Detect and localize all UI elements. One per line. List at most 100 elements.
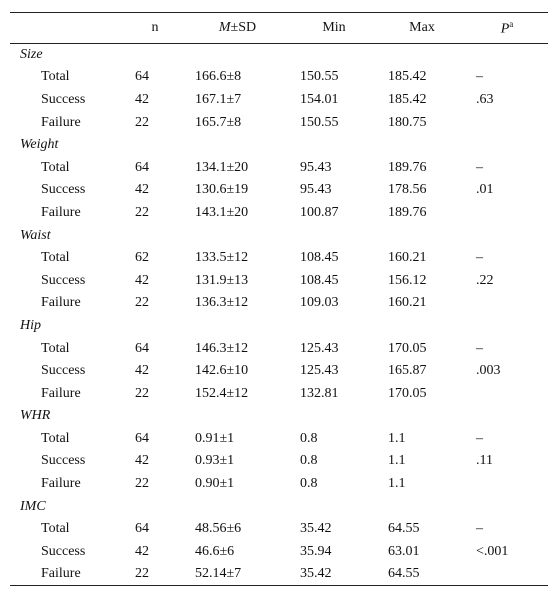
group-row: Size bbox=[10, 44, 548, 67]
cell: 95.43 bbox=[300, 182, 332, 198]
cell: 42 bbox=[135, 272, 149, 288]
cell: 108.45 bbox=[300, 250, 339, 266]
data-row: Total 64 0.91±1 0.8 1.1 – bbox=[10, 428, 548, 451]
data-row: Success 42 46.6±6 35.94 63.01 <.001 bbox=[10, 541, 548, 564]
group-row: Weight bbox=[10, 134, 548, 157]
row-label: Failure bbox=[41, 385, 81, 401]
cell: 35.42 bbox=[300, 566, 332, 582]
cell: .01 bbox=[476, 182, 494, 198]
cell: – bbox=[476, 69, 483, 85]
cell: 1.1 bbox=[388, 430, 406, 446]
cell: 64.55 bbox=[388, 521, 420, 537]
cell: .22 bbox=[476, 272, 494, 288]
cell: 64.55 bbox=[388, 566, 420, 582]
cell: 100.87 bbox=[300, 204, 339, 220]
cell: .63 bbox=[476, 91, 494, 107]
cell: 150.55 bbox=[300, 114, 339, 130]
cell: 156.12 bbox=[388, 272, 427, 288]
row-label: Success bbox=[41, 272, 86, 288]
cell: 170.05 bbox=[388, 385, 427, 401]
row-label: Total bbox=[41, 69, 70, 85]
row-label: Success bbox=[41, 363, 86, 379]
cell: 62 bbox=[135, 250, 149, 266]
cell: 42 bbox=[135, 91, 149, 107]
cell: 35.42 bbox=[300, 521, 332, 537]
cell: 0.93±1 bbox=[195, 453, 235, 469]
data-row: Success 42 131.9±13 108.45 156.12 .22 bbox=[10, 269, 548, 292]
row-label: Failure bbox=[41, 566, 81, 582]
data-row: Success 42 130.6±19 95.43 178.56 .01 bbox=[10, 179, 548, 202]
cell: – bbox=[476, 159, 483, 175]
group-row: Hip bbox=[10, 315, 548, 338]
row-label: Success bbox=[41, 543, 86, 559]
group-name: Waist bbox=[20, 227, 51, 243]
header-sup: a bbox=[509, 18, 514, 29]
cell: 185.42 bbox=[388, 91, 427, 107]
cell: 42 bbox=[135, 182, 149, 198]
data-row: Total 64 134.1±20 95.43 189.76 – bbox=[10, 156, 548, 179]
cell: <.001 bbox=[476, 543, 509, 559]
cell: 48.56±6 bbox=[195, 521, 242, 537]
header-cell: Pa bbox=[466, 13, 548, 44]
cell bbox=[466, 563, 548, 586]
group-name: IMC bbox=[20, 498, 46, 514]
row-label: Failure bbox=[41, 114, 81, 130]
cell: 132.81 bbox=[300, 385, 339, 401]
cell: 0.8 bbox=[300, 476, 318, 492]
cell: 125.43 bbox=[300, 340, 339, 356]
cell bbox=[466, 111, 548, 134]
cell: 146.3±12 bbox=[195, 340, 249, 356]
cell: 22 bbox=[135, 566, 149, 582]
cell: 64 bbox=[135, 430, 149, 446]
cell: 0.91±1 bbox=[195, 430, 235, 446]
cell: 22 bbox=[135, 385, 149, 401]
cell bbox=[466, 473, 548, 496]
cell: 95.43 bbox=[300, 159, 332, 175]
cell: 185.42 bbox=[388, 69, 427, 85]
data-row: Total 64 48.56±6 35.42 64.55 – bbox=[10, 518, 548, 541]
cell: 1.1 bbox=[388, 453, 406, 469]
cell: .003 bbox=[476, 363, 501, 379]
data-row: Failure 22 52.14±7 35.42 64.55 bbox=[10, 563, 548, 586]
header-text: M bbox=[218, 20, 231, 35]
data-table: n M±SD Min Max Pa Size Total 64 166.6±8 150.… bbox=[10, 12, 548, 586]
cell: 150.55 bbox=[300, 69, 339, 85]
cell: – bbox=[476, 340, 483, 356]
cell: 165.7±8 bbox=[195, 114, 242, 130]
header-text: ±SD bbox=[230, 20, 257, 35]
cell: – bbox=[476, 521, 483, 537]
cell: 0.90±1 bbox=[195, 476, 235, 492]
cell: 189.76 bbox=[388, 159, 427, 175]
cell: 22 bbox=[135, 114, 149, 130]
cell: 133.5±12 bbox=[195, 250, 249, 266]
cell: 0.8 bbox=[300, 430, 318, 446]
cell: 170.05 bbox=[388, 340, 427, 356]
row-label: Success bbox=[41, 453, 86, 469]
cell: 22 bbox=[135, 295, 149, 311]
row-label: Success bbox=[41, 91, 86, 107]
cell: 178.56 bbox=[388, 182, 427, 198]
cell: 64 bbox=[135, 340, 149, 356]
cell: 131.9±13 bbox=[195, 272, 249, 288]
row-label: Failure bbox=[41, 295, 81, 311]
cell: 64 bbox=[135, 69, 149, 85]
table-body: Size Total 64 166.6±8 150.55 185.42 – Success 42… bbox=[10, 44, 548, 586]
group-row: IMC bbox=[10, 495, 548, 518]
header-blank bbox=[10, 13, 125, 44]
cell: 134.1±20 bbox=[195, 159, 249, 175]
cell: 22 bbox=[135, 204, 149, 220]
row-label: Total bbox=[41, 340, 70, 356]
data-row: Failure 22 136.3±12 109.03 160.21 bbox=[10, 292, 548, 315]
cell: 180.75 bbox=[388, 114, 427, 130]
cell: 154.01 bbox=[300, 91, 339, 107]
cell bbox=[466, 382, 548, 405]
data-row: Total 64 166.6±8 150.55 185.42 – bbox=[10, 66, 548, 89]
cell: 1.1 bbox=[388, 476, 406, 492]
data-row: Failure 22 143.1±20 100.87 189.76 bbox=[10, 202, 548, 225]
cell: 22 bbox=[135, 476, 149, 492]
cell: 52.14±7 bbox=[195, 566, 242, 582]
data-row: Success 42 167.1±7 154.01 185.42 .63 bbox=[10, 89, 548, 112]
cell: 125.43 bbox=[300, 363, 339, 379]
row-label: Failure bbox=[41, 204, 81, 220]
